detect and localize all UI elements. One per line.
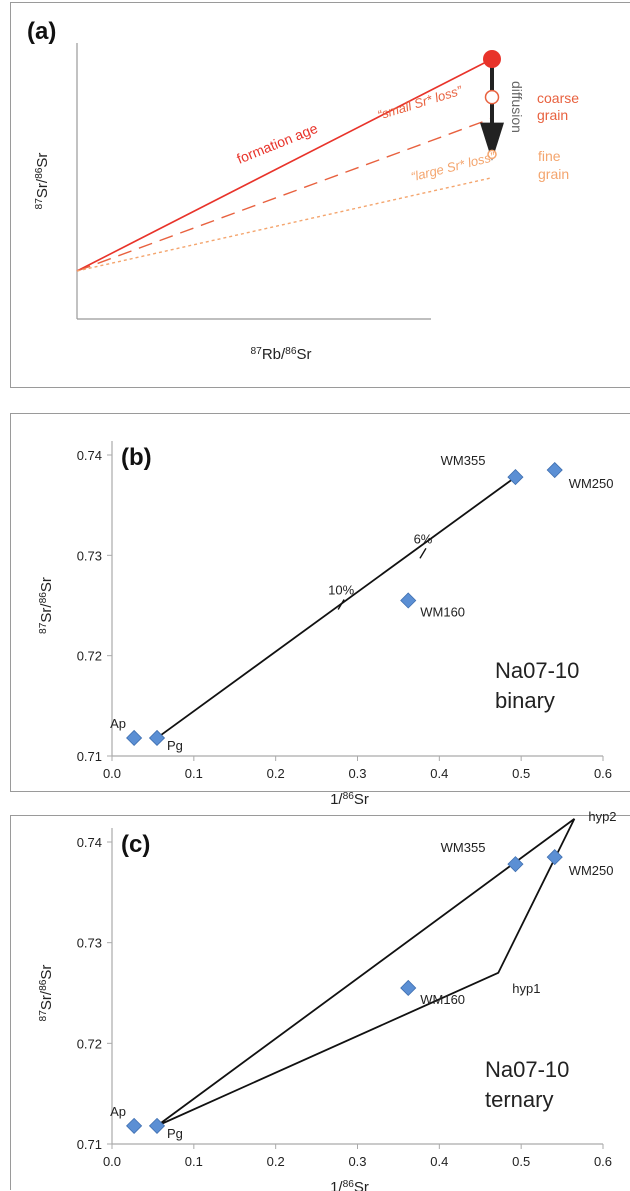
y-tick-label-c-0: 0.71 [77,1137,102,1152]
chart-b: 0.0 0.1 0.2 0.3 0.4 0.5 0.6 0.71 0.72 0.73 0.74 (b)… [11,414,630,793]
chart-a: (a) 87Sr/86Sr 87Rb/86Sr formation age “small… [11,3,630,389]
point-label-c-wm160: WM160 [420,992,465,1007]
annotation-coarse-1: coarse [537,90,579,106]
annotation-formation-age: formation age [234,120,320,167]
x-tick-label-c-6: 0.6 [594,1154,612,1169]
model-type-c: ternary [485,1087,553,1112]
x-tick-label-c-5: 0.5 [512,1154,530,1169]
panel-label-a: (a) [27,18,56,45]
x-tick-label-b-3: 0.3 [348,766,366,781]
series-line-3 [77,178,492,271]
y-axis-label-b: 87Sr/86Sr [38,577,56,634]
panel-a: (a) 87Sr/86Sr 87Rb/86Sr formation age “small… [10,2,630,388]
point-label-b-pg: Pg [167,738,183,753]
x-axis-label-b: 1/86Sr [330,791,369,809]
x-tick-label-c-2: 0.2 [267,1154,285,1169]
point-label-b-wm160: WM160 [420,604,465,619]
point-1 [483,50,501,68]
x-tick-label-b-5: 0.5 [512,766,530,781]
annotation-large-loss: “large Sr* loss” [409,149,497,185]
line-tick-label-0: 10% [328,582,354,597]
point-label-b-wm355: WM355 [441,453,486,468]
x-axis-label-c: 1/86Sr [330,1179,369,1191]
y-tick-label-c-3: 0.74 [77,835,102,850]
y-tick-label-b-3: 0.74 [77,448,102,463]
point-label-c-pg: Pg [167,1126,183,1141]
data-point-b-pg [150,730,165,745]
line-tick-1 [420,548,426,558]
data-point-c-wm250 [547,850,562,865]
y-tick-label-b-2: 0.73 [77,548,102,563]
annotation-small-loss: “small Sr* loss” [376,83,465,123]
y-axis-label-a: 87Sr/86Sr [34,153,52,210]
data-point-b-wm160 [401,593,416,608]
x-tick-label-b-2: 0.2 [267,766,285,781]
chart-c: 0.0 0.1 0.2 0.3 0.4 0.5 0.6 0.71 0.72 0.73 0.74 (c)… [11,816,630,1191]
y-tick-label-c-2: 0.73 [77,936,102,951]
x-axis-label-a: 87Rb/86Sr [250,346,311,364]
panel-label-b: (b) [121,444,152,471]
point-label-c-ap: Ap [110,1104,126,1119]
panel-c: 0.0 0.1 0.2 0.3 0.4 0.5 0.6 0.71 0.72 0.73 0.74 (c)… [10,815,630,1190]
x-tick-label-b-1: 0.1 [185,766,203,781]
point-label-c-wm355: WM355 [441,840,486,855]
vertex-label-hyp2: hyp2 [588,809,616,824]
x-tick-label-c-0: 0.0 [103,1154,121,1169]
data-point-c-ap [127,1118,142,1133]
point-label-b-wm250: WM250 [569,476,614,491]
annotation-diffusion: diffusion [509,81,525,133]
data-point-b-wm250 [547,463,562,478]
sample-name-c: Na07-10 [485,1057,569,1082]
y-axis-label-c: 87Sr/86Sr [38,965,56,1022]
panel-label-c: (c) [121,831,150,858]
x-tick-label-b-0: 0.0 [103,766,121,781]
annotation-fine-2: grain [538,166,569,182]
point-label-b-ap: Ap [110,716,126,731]
x-tick-label-c-3: 0.3 [348,1154,366,1169]
point-2 [486,91,499,104]
annotation-coarse-2: grain [537,107,568,123]
data-point-b-ap [127,730,142,745]
vertex-label-hyp1: hyp1 [512,981,540,996]
y-tick-label-c-1: 0.72 [77,1036,102,1051]
x-tick-label-c-1: 0.1 [185,1154,203,1169]
model-type-b: binary [495,688,555,713]
data-point-c-wm160 [401,980,416,995]
point-label-c-wm250: WM250 [569,863,614,878]
panel-b: 0.0 0.1 0.2 0.3 0.4 0.5 0.6 0.71 0.72 0.73 0.74 (b)… [10,413,630,792]
line-tick-label-1: 6% [414,531,433,546]
y-tick-label-b-1: 0.72 [77,649,102,664]
annotation-fine-1: fine [538,148,561,164]
sample-name-b: Na07-10 [495,658,579,683]
data-point-c-pg [150,1118,165,1133]
x-tick-label-c-4: 0.4 [430,1154,448,1169]
data-point-b-wm355 [508,470,523,485]
x-tick-label-b-4: 0.4 [430,766,448,781]
x-tick-label-b-6: 0.6 [594,766,612,781]
y-tick-label-b-0: 0.71 [77,749,102,764]
